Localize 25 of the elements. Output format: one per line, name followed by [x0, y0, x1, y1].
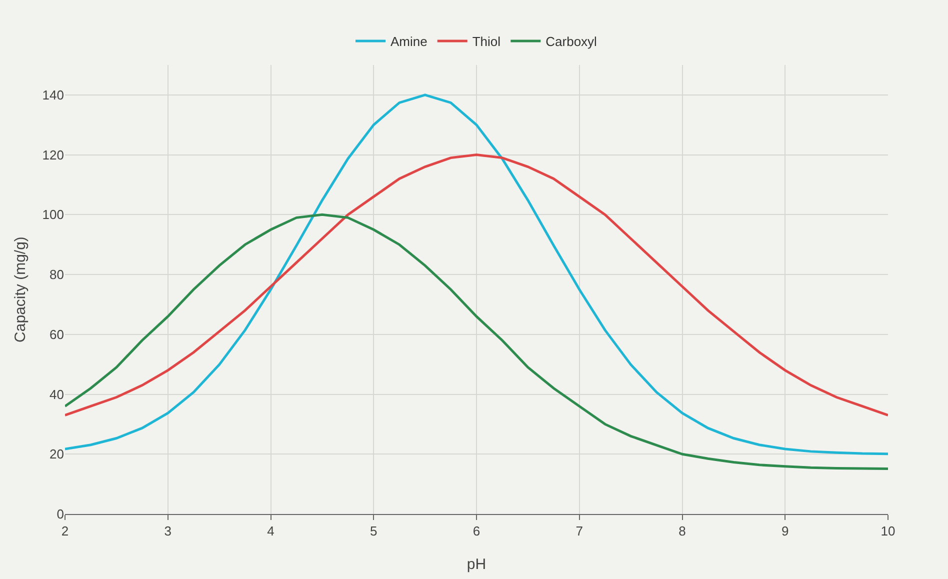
line-series	[65, 94, 888, 456]
y-tick-label: 140	[42, 87, 64, 102]
x-tick-label: 9	[782, 524, 789, 539]
y-tick-label: 120	[42, 147, 64, 162]
x-tick-label: 6	[472, 524, 480, 539]
y-tick-label: 40	[50, 386, 64, 402]
x-tick-label: 10	[880, 524, 896, 539]
y-tick-label: 100	[42, 207, 64, 222]
line-series	[65, 154, 888, 416]
y-tick-label: 20	[50, 446, 64, 462]
x-tick-label: 7	[576, 524, 583, 539]
y-tick-label: 80	[50, 267, 64, 282]
x-tick-label: 5	[370, 524, 378, 539]
y-axis-title: Capacity (mg/g)	[12, 236, 29, 342]
line-series	[65, 213, 888, 470]
x-axis-title: pH	[466, 556, 486, 573]
x-tick-label: 2	[61, 524, 69, 539]
x-tick-label: 3	[164, 524, 172, 539]
legend-label: Thiol	[472, 34, 501, 50]
y-tick-label: 60	[50, 326, 64, 342]
y-tick-label: 0	[56, 506, 64, 522]
x-tick-label: 4	[267, 524, 274, 539]
legend-label: Carboxyl	[546, 34, 598, 50]
x-tick-label: 8	[678, 524, 686, 539]
legend-label: Amine	[390, 34, 428, 50]
